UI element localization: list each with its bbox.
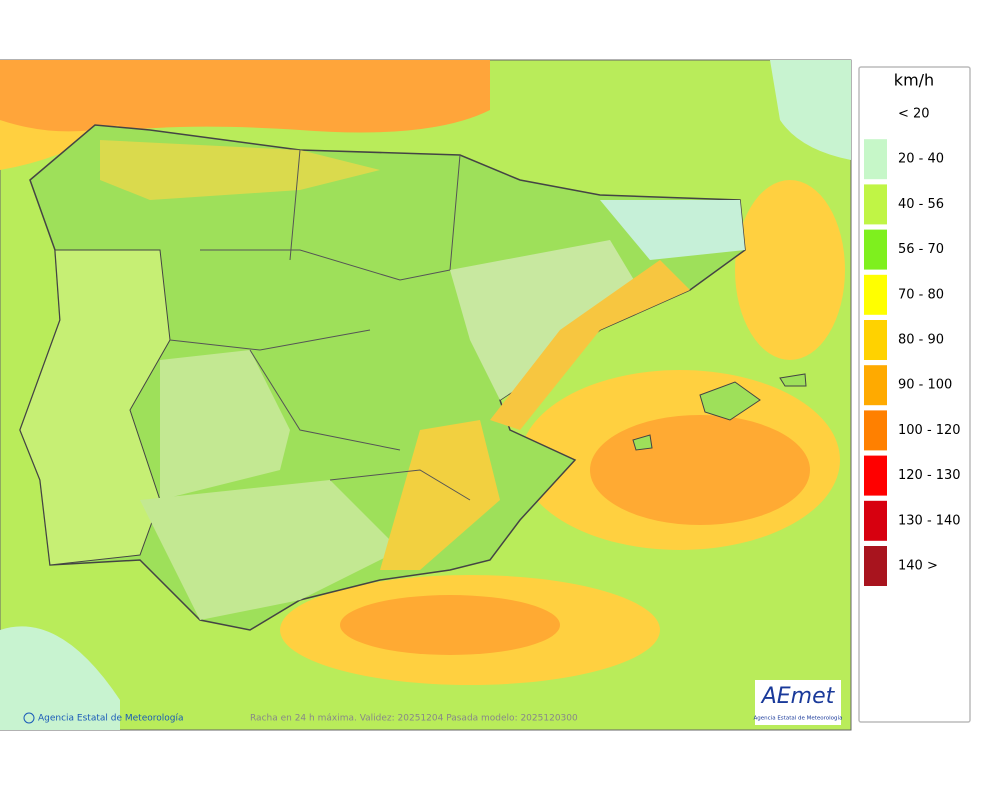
legend-label: 100 - 120 [898,423,961,438]
legend-label: 40 - 56 [898,197,944,212]
region [140,480,400,620]
sea-zone [0,60,490,140]
legend-swatch [864,455,887,496]
logo-name: AEmet [760,684,836,709]
legend-unit: km/h [894,71,934,90]
legend-swatch [864,410,887,451]
region [380,420,500,570]
region [100,140,380,200]
legend-swatch [864,94,887,134]
island [779,373,807,387]
legend-swatch [864,500,887,541]
legend-label: 120 - 130 [898,468,961,483]
legend-label: < 20 [898,107,930,122]
legend: km/h < 20 20 - 40 40 - 56 56 - 70 70 - 80 80 … [858,66,971,723]
logo-subtitle: Agencia Estatal de Meteorología [754,715,843,722]
sea-zone [0,626,120,730]
legend-label: 90 - 100 [898,378,952,393]
legend-swatch [864,365,887,406]
region [490,260,690,430]
sea-zone [735,180,845,360]
legend-swatch [864,320,887,360]
region [600,200,745,260]
legend-label: 80 - 90 [898,333,944,348]
legend-label: 56 - 70 [898,242,944,257]
sea-zone [770,60,851,160]
border-lines [169,149,471,501]
legend-label: 20 - 40 [898,152,944,167]
map: Agencia Estatal de Meteorología Racha en… [0,59,852,731]
region [160,350,290,500]
legend-label: 140 > [898,559,938,574]
island [632,434,653,451]
caption: Racha en 24 h máxima. Validez: 20251204 … [250,714,578,724]
legend-swatch [864,546,887,586]
sea-zone [590,415,810,525]
legend-label: 130 - 140 [898,513,961,528]
legend-label: 70 - 80 [898,287,944,302]
credit: Agencia Estatal de Meteorología [38,714,184,724]
legend-swatch [864,274,887,315]
logo-box [755,680,841,725]
copyright-icon [23,712,35,724]
portugal [19,249,171,566]
sea-zone [340,595,560,655]
legend-swatch [864,229,887,270]
island [699,381,761,421]
legend-swatch [864,184,887,225]
region [450,240,640,400]
legend-swatch [864,139,887,180]
